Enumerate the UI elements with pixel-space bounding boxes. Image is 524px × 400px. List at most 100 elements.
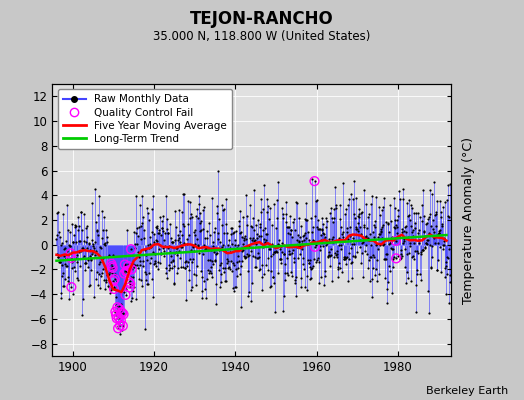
Point (382, 256, 390, 262)
Point (79, 245, 87, 251)
Point (303, 257, 312, 263)
Point (338, 231, 346, 238)
Point (284, 224, 292, 231)
Point (212, 281, 221, 288)
Point (198, 273, 206, 280)
Point (285, 248, 293, 254)
Point (386, 240, 394, 246)
Point (405, 212, 413, 218)
Point (96, 259, 104, 266)
Point (162, 275, 171, 281)
Point (224, 242, 233, 248)
Point (354, 228, 363, 234)
Point (99, 254, 107, 261)
Point (214, 236, 222, 242)
Point (404, 213, 412, 219)
Point (417, 277, 425, 284)
Point (56, 234, 64, 241)
Point (208, 274, 216, 280)
Point (291, 280, 299, 287)
Point (353, 226, 362, 232)
Point (230, 262, 238, 268)
Point (108, 263, 116, 269)
Point (53, 210, 62, 216)
Point (137, 277, 145, 283)
Point (422, 220, 430, 227)
Point (90, 245, 99, 252)
Point (216, 262, 225, 269)
Point (384, 278, 392, 285)
Point (128, 294, 136, 301)
Point (84, 255, 92, 262)
Point (413, 210, 422, 216)
Point (415, 227, 423, 233)
Point (246, 248, 255, 255)
Point (409, 226, 417, 233)
Point (239, 214, 247, 220)
Point (161, 265, 170, 272)
Point (303, 273, 312, 280)
Point (398, 253, 407, 260)
Point (333, 251, 341, 258)
Point (436, 227, 444, 233)
Point (178, 209, 187, 215)
Point (69, 239, 78, 246)
Point (332, 254, 341, 260)
Point (122, 268, 130, 275)
Point (82, 239, 90, 245)
Point (271, 244, 280, 250)
Point (157, 232, 165, 238)
Point (319, 230, 327, 236)
Point (345, 256, 353, 262)
Point (358, 239, 366, 246)
Point (296, 234, 304, 240)
Point (255, 267, 263, 273)
Point (237, 229, 246, 235)
Point (118, 310, 126, 316)
Point (197, 227, 205, 234)
Point (203, 235, 212, 241)
Point (59, 282, 67, 289)
Point (330, 206, 339, 212)
Point (327, 252, 335, 258)
Point (268, 240, 276, 247)
Point (83, 244, 91, 251)
Point (202, 295, 210, 302)
Point (318, 214, 326, 221)
Point (132, 296, 140, 302)
Point (253, 254, 261, 261)
Point (243, 221, 251, 228)
Point (407, 223, 415, 229)
Point (315, 280, 323, 286)
Point (233, 273, 241, 280)
Point (214, 168, 223, 174)
Point (208, 195, 216, 202)
Point (116, 313, 124, 319)
Point (114, 322, 122, 329)
Point (307, 215, 315, 222)
Point (440, 265, 449, 272)
Point (296, 243, 304, 250)
Point (234, 218, 243, 225)
Point (165, 262, 173, 268)
Point (277, 260, 286, 266)
Point (110, 286, 118, 292)
Point (54, 254, 62, 260)
Point (209, 261, 217, 268)
Point (410, 225, 419, 232)
Point (412, 248, 421, 254)
Point (394, 224, 402, 230)
Point (261, 240, 269, 246)
Point (408, 254, 416, 261)
Point (395, 256, 403, 262)
Point (192, 282, 200, 288)
Point (347, 260, 356, 266)
Point (129, 284, 138, 290)
Point (314, 226, 322, 232)
Point (416, 251, 424, 257)
Point (80, 238, 88, 244)
Point (429, 226, 438, 232)
Point (442, 254, 451, 260)
Point (257, 262, 266, 268)
Point (171, 224, 180, 230)
